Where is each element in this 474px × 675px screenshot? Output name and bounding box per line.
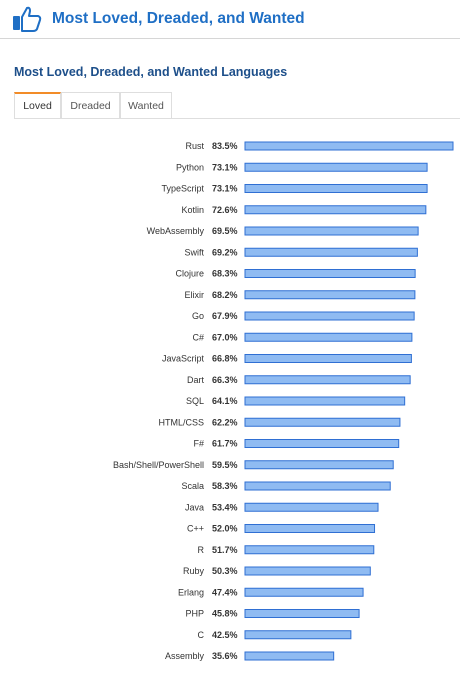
value-label: 69.5% <box>212 226 238 236</box>
value-label: 42.5% <box>212 630 238 640</box>
category-label: R <box>198 545 205 555</box>
value-label: 53.4% <box>212 502 238 512</box>
value-label: 47.4% <box>212 587 238 597</box>
value-label: 73.1% <box>212 162 238 172</box>
bar[interactable] <box>244 205 427 215</box>
value-label: 66.3% <box>212 375 238 385</box>
bar[interactable] <box>244 481 391 491</box>
category-label: Dart <box>187 375 205 385</box>
value-label: 68.3% <box>212 269 238 279</box>
bar[interactable] <box>244 609 360 618</box>
value-label: 67.0% <box>212 332 238 342</box>
page-title: Most Loved, Dreaded, and Wanted <box>52 10 305 27</box>
section-subtitle: Most Loved, Dreaded, and Wanted Language… <box>14 65 288 79</box>
category-label: C# <box>192 332 204 342</box>
category-label: Assembly <box>165 651 205 661</box>
bar[interactable] <box>244 587 364 597</box>
page-header: Most Loved, Dreaded, and Wanted <box>0 0 460 39</box>
bar[interactable] <box>244 354 412 363</box>
value-label: 58.3% <box>212 481 238 491</box>
category-label: WebAssembly <box>147 226 205 236</box>
bar[interactable] <box>244 439 400 448</box>
bar[interactable] <box>244 651 335 661</box>
value-label: 67.9% <box>212 311 238 321</box>
thumbs-up-icon <box>13 6 42 32</box>
value-label: 69.2% <box>212 247 238 257</box>
value-label: 64.1% <box>212 396 238 406</box>
bar[interactable] <box>244 290 416 300</box>
bar[interactable] <box>244 396 406 406</box>
bar[interactable] <box>244 630 352 640</box>
value-label: 66.8% <box>212 354 238 364</box>
category-label: Ruby <box>183 566 205 576</box>
bar[interactable] <box>244 502 379 512</box>
category-label: Clojure <box>175 269 204 279</box>
category-label: Java <box>185 502 204 512</box>
bar[interactable] <box>244 417 401 427</box>
category-label: Elixir <box>185 290 205 300</box>
category-label: Swift <box>184 247 204 257</box>
value-label: 73.1% <box>212 184 238 194</box>
category-label: PHP <box>185 609 204 619</box>
category-label: Rust <box>185 141 204 151</box>
category-label: C <box>198 630 205 640</box>
category-label: HTML/CSS <box>158 417 204 427</box>
category-label: Go <box>192 311 204 321</box>
category-label: C++ <box>187 524 204 534</box>
bar[interactable] <box>244 184 428 193</box>
bar[interactable] <box>244 141 454 151</box>
tab-divider <box>14 118 460 119</box>
category-label: Bash/Shell/PowerShell <box>113 460 204 470</box>
bar[interactable] <box>244 460 394 470</box>
bar[interactable] <box>244 375 411 385</box>
bar[interactable] <box>244 226 419 236</box>
value-label: 68.2% <box>212 290 238 300</box>
category-label: Python <box>176 162 204 172</box>
value-label: 50.3% <box>212 566 238 576</box>
category-label: TypeScript <box>161 184 204 194</box>
bar[interactable] <box>244 332 413 342</box>
bar[interactable] <box>244 524 376 533</box>
value-label: 72.6% <box>212 205 238 215</box>
value-label: 35.6% <box>212 651 238 661</box>
tab-wanted[interactable]: Wanted <box>120 92 172 119</box>
bar[interactable] <box>244 566 371 576</box>
bar[interactable] <box>244 269 416 278</box>
category-label: Kotlin <box>181 205 204 215</box>
value-label: 59.5% <box>212 460 238 470</box>
value-label: 52.0% <box>212 524 238 534</box>
bar[interactable] <box>244 545 375 555</box>
bar[interactable] <box>244 162 428 172</box>
value-label: 45.8% <box>212 609 238 619</box>
bar[interactable] <box>244 311 415 321</box>
category-label: Erlang <box>178 587 204 597</box>
value-label: 62.2% <box>212 417 238 427</box>
loved-languages-chart: Rust 83.5% Python 73.1% TypeScript 73.1% Kotli… <box>113 141 454 661</box>
category-label: JavaScript <box>162 354 205 364</box>
value-label: 61.7% <box>212 439 238 449</box>
category-label: Scala <box>181 481 204 491</box>
value-label: 51.7% <box>212 545 238 555</box>
tab-dreaded[interactable]: Dreaded <box>61 92 120 119</box>
category-label: SQL <box>186 396 204 406</box>
category-label: F# <box>193 439 204 449</box>
value-label: 83.5% <box>212 141 238 151</box>
tab-loved[interactable]: Loved <box>14 92 61 119</box>
bar[interactable] <box>244 247 418 257</box>
